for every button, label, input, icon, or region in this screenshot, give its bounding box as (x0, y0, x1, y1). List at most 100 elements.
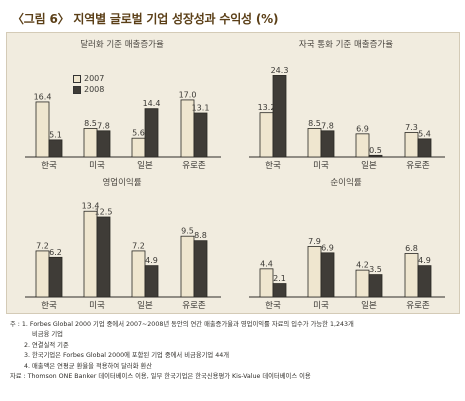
bar-usd-sales-growth-2008-2 (96, 130, 111, 158)
data-label-operating-margin-2008-1: 6.2 (49, 248, 62, 257)
bar-operating-margin-2008-1 (48, 256, 63, 298)
chart-svg-net-margin: 4.42.1 한국 7.96.9 미국 4.2 3.5 일본 6.84.9 유로존 (249, 237, 445, 311)
bar-net-margin-2007-2 (307, 246, 322, 298)
note-3: 3. 한국기업은 Forbes Global 2000에 포함된 기업 중에서 … (24, 352, 229, 360)
chart-legend: 2007 2008 (73, 73, 104, 95)
note-2: 2. 연결실적 기준 (24, 341, 69, 349)
legend-swatch-2007 (73, 74, 81, 83)
chart-title-net-margin: 순이익률 (330, 178, 362, 188)
bar-net-margin-2007-3 (355, 269, 370, 298)
bar-net-margin-2008-3 (368, 274, 383, 298)
figure-title: 〈그림 6〉 지역별 글로벌 기업 성장성과 수익성 (%) (12, 12, 279, 26)
category-label-net-margin-2: 미국 (313, 301, 329, 311)
chart-svg-local-sales-growth: 13.2 24.3 한국 8.5 7.8 미국 6.9 0.5 일본 7.35.4 유로존 (249, 66, 445, 171)
bar-local-sales-growth-2007-3 (355, 133, 370, 158)
figure-notes: 주 : 1. Forbes Global 2000 기업 중에서 2007~20… (10, 320, 458, 382)
bar-local-sales-growth-2007-2 (307, 128, 322, 158)
data-label-usd-sales-growth-2007-4: 17.0 (179, 90, 197, 99)
data-label-local-sales-growth-2008-4: 5.4 (418, 129, 431, 138)
bar-usd-sales-growth-2007-1 (35, 101, 50, 158)
data-label-usd-sales-growth-2008-2: 7.8 (97, 121, 110, 130)
data-label-operating-margin-2007-1: 7.2 (36, 241, 49, 250)
legend-item-2007: 2007 (73, 73, 104, 84)
bar-usd-sales-growth-2007-3 (131, 137, 146, 158)
category-label-operating-margin-1: 한국 (41, 301, 57, 311)
data-label-net-margin-2008-4: 4.9 (418, 256, 431, 265)
note-1-continued: 비금융 기업 (32, 331, 63, 339)
data-label-net-margin-2007-3: 4.2 (356, 261, 369, 270)
bar-usd-sales-growth-2008-1 (48, 139, 63, 158)
data-label-net-margin-2007-2: 7.9 (308, 237, 321, 246)
category-label-operating-margin-4: 유로존 (182, 301, 206, 311)
data-label-net-margin-2008-2: 6.9 (321, 243, 334, 252)
note-4: 4. 매출액은 연평균 환율을 적용하여 달러화 환산 (24, 362, 153, 370)
bar-local-sales-growth-2008-1 (272, 75, 287, 158)
data-label-operating-margin-2008-2: 12.5 (95, 208, 113, 217)
category-label-net-margin-4: 유로존 (406, 301, 430, 311)
legend-swatch-2008 (73, 85, 81, 94)
data-label-local-sales-growth-2007-3: 6.9 (356, 124, 369, 133)
chart-svg-usd-sales-growth: 16.4 5.1 한국 8.5 7.8 미국 5.6 14.4 일본 17.0 13.1 유로존 (25, 90, 221, 171)
bar-local-sales-growth-2007-1 (259, 112, 274, 158)
bar-local-sales-growth-2008-3 (368, 154, 383, 158)
bar-net-margin-2008-2 (320, 252, 335, 298)
bar-net-margin-2007-1 (259, 268, 274, 298)
data-label-operating-margin-2007-3: 7.2 (132, 241, 145, 250)
category-label-usd-sales-growth-3: 일본 (137, 161, 153, 171)
source-line: 자료 : Thomson ONE Banker 데이터베이스 이용, 일부 한국… (10, 373, 311, 381)
bar-operating-margin-2007-4 (180, 235, 195, 298)
data-label-operating-margin-2008-4: 8.8 (194, 231, 207, 240)
data-label-net-margin-2007-1: 4.4 (260, 259, 273, 268)
data-label-net-margin-2007-4: 6.8 (405, 244, 418, 253)
bar-usd-sales-growth-2008-3 (144, 108, 159, 158)
bar-local-sales-growth-2008-4 (417, 138, 432, 158)
data-label-usd-sales-growth-2008-3: 14.4 (143, 99, 161, 108)
bar-usd-sales-growth-2008-4 (193, 112, 208, 158)
chart-panel-local-sales-growth: 13.2 24.3 한국 8.5 7.8 미국 6.9 0.5 일본 7.3 5.4 유로존 자국 통… (235, 35, 457, 175)
category-label-usd-sales-growth-1: 한국 (41, 161, 57, 171)
category-label-local-sales-growth-3: 일본 (361, 161, 377, 171)
category-label-local-sales-growth-1: 한국 (265, 161, 281, 171)
category-label-usd-sales-growth-4: 유로존 (182, 161, 206, 171)
figure-frame: 16.4 5.1 한국 8.5 7.8 미국 5.6 14.4 일본 17.0 13.1 유로존 달러… (6, 32, 460, 314)
bar-net-margin-2008-4 (417, 265, 432, 298)
legend-label-2007: 2007 (84, 74, 105, 83)
chart-panel-usd-sales-growth: 16.4 5.1 한국 8.5 7.8 미국 5.6 14.4 일본 17.0 13.1 유로존 달러… (11, 35, 233, 175)
data-label-local-sales-growth-2007-1: 13.2 (258, 103, 276, 112)
data-label-local-sales-growth-2008-2: 7.8 (321, 121, 334, 130)
category-label-local-sales-growth-4: 유로존 (406, 161, 430, 171)
data-label-usd-sales-growth-2007-1: 16.4 (34, 92, 52, 101)
data-label-local-sales-growth-2007-4: 7.3 (405, 123, 418, 132)
note-1: 주 : 1. Forbes Global 2000 기업 중에서 2007~20… (10, 321, 354, 328)
bar-local-sales-growth-2008-2 (320, 130, 335, 158)
data-label-usd-sales-growth-2007-2: 8.5 (84, 119, 97, 128)
legend-item-2008: 2008 (73, 84, 104, 95)
data-label-net-margin-2008-3: 3.5 (369, 265, 382, 274)
bar-local-sales-growth-2007-4 (404, 132, 419, 158)
bar-usd-sales-growth-2007-2 (83, 128, 98, 158)
bar-net-margin-2007-4 (404, 253, 419, 298)
data-label-local-sales-growth-2008-3: 0.5 (369, 146, 382, 155)
data-label-operating-margin-2007-2: 13.4 (82, 202, 100, 211)
data-label-local-sales-growth-2007-2: 8.5 (308, 119, 321, 128)
bar-net-margin-2008-1 (272, 283, 287, 298)
category-label-operating-margin-2: 미국 (89, 301, 105, 311)
bar-operating-margin-2007-2 (83, 210, 98, 298)
bar-operating-margin-2007-1 (35, 250, 50, 298)
chart-title-usd-sales-growth: 달러화 기준 매출증가율 (80, 40, 164, 50)
legend-label-2008: 2008 (84, 85, 105, 94)
bar-operating-margin-2007-3 (131, 250, 146, 298)
category-label-operating-margin-3: 일본 (137, 301, 153, 311)
category-label-usd-sales-growth-2: 미국 (89, 161, 105, 171)
data-label-net-margin-2008-1: 2.1 (273, 274, 286, 283)
chart-panel-net-margin: 4.4 2.1 한국 7.9 6.9 미국 4.2 3.5 일본 6.8 4.9 유로존 순이익률 (235, 173, 457, 313)
data-label-local-sales-growth-2008-1: 24.3 (271, 66, 289, 75)
chart-title-operating-margin: 영업이익률 (102, 178, 142, 188)
chart-title-local-sales-growth: 자국 통화 기준 매출증가율 (298, 40, 394, 50)
data-label-operating-margin-2008-3: 4.9 (145, 256, 158, 265)
bar-operating-margin-2008-4 (193, 240, 208, 298)
data-label-operating-margin-2007-4: 9.5 (181, 227, 194, 236)
chart-panel-operating-margin: 7.2 6.2 한국 13.4 12.5 미국 7.2 4.9 일본 9.5 8.8 유로존 영업이익… (11, 173, 233, 313)
data-label-usd-sales-growth-2007-3: 5.6 (132, 129, 145, 138)
